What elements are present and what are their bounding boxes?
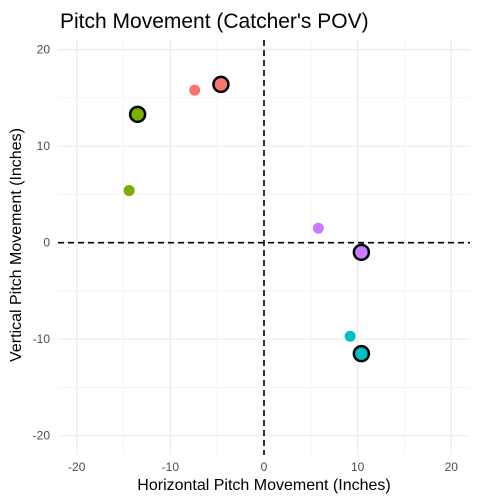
data-point (312, 222, 324, 234)
data-points (123, 75, 371, 363)
y-tick-label: -10 (33, 332, 51, 346)
chart-title: Pitch Movement (Catcher's POV) (60, 10, 369, 33)
highlighted-data-point (352, 344, 371, 363)
data-point (189, 84, 201, 96)
x-tick-labels: -20 -10 0 10 20 (68, 460, 458, 474)
x-tick-label: 10 (351, 460, 365, 474)
y-tick-label: 20 (37, 43, 51, 57)
highlighted-data-point (212, 75, 230, 94)
x-tick-label: 0 (261, 460, 268, 474)
highlighted-data-point (128, 105, 147, 124)
x-axis-title: Horizontal Pitch Movement (Inches) (137, 477, 390, 494)
y-tick-labels: -20 -10 0 10 20 (33, 43, 51, 443)
y-axis-title: Vertical Pitch Movement (Inches) (8, 128, 25, 362)
highlighted-data-point (352, 243, 371, 262)
x-tick-label: -20 (68, 460, 86, 474)
y-tick-label: -20 (33, 429, 51, 443)
y-tick-label: 0 (43, 236, 50, 250)
data-point (344, 330, 356, 342)
y-tick-label: 10 (37, 139, 51, 153)
x-tick-label: -10 (162, 460, 180, 474)
x-tick-label: 20 (445, 460, 459, 474)
data-point (123, 185, 135, 197)
reference-lines (58, 40, 470, 455)
